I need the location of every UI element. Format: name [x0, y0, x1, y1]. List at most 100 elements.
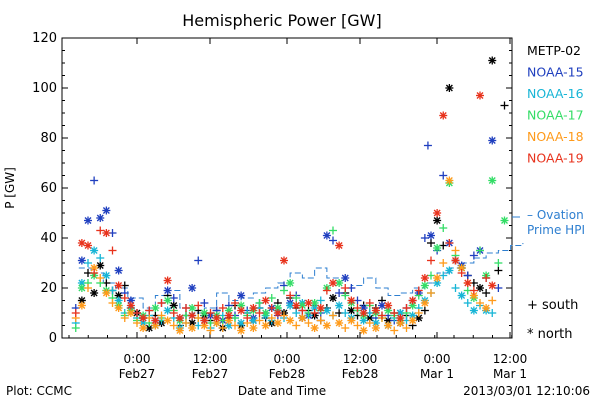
data-point — [390, 326, 399, 335]
x-tick-label-time: 0:00 — [274, 352, 301, 366]
data-point — [341, 291, 350, 300]
plot-frame — [61, 37, 513, 339]
data-point — [96, 261, 105, 270]
data-point — [488, 281, 497, 290]
data-point — [365, 319, 374, 327]
data-point — [139, 324, 148, 332]
data-point — [126, 301, 135, 310]
data-point — [433, 209, 442, 217]
data-point — [500, 101, 509, 110]
y-tick-label: 100 — [32, 81, 57, 96]
data-point — [408, 296, 417, 305]
marker-legend-south: + south — [527, 298, 578, 313]
data-point — [335, 289, 344, 297]
data-point — [194, 256, 203, 265]
data-point — [463, 299, 472, 307]
data-point — [292, 321, 301, 330]
data-point — [84, 216, 92, 225]
data-point — [237, 291, 246, 300]
data-point — [322, 231, 331, 240]
data-point — [335, 241, 344, 250]
data-point — [439, 171, 448, 180]
data-point — [280, 256, 288, 265]
data-point — [316, 296, 325, 305]
data-point — [90, 246, 99, 255]
data-point — [157, 299, 166, 307]
data-point — [482, 274, 491, 282]
x-tick-label-time: 12:00 — [343, 352, 378, 366]
series-metp-02 — [77, 56, 509, 332]
data-point — [200, 299, 209, 307]
data-point — [451, 246, 460, 255]
data-point — [427, 256, 435, 265]
data-point — [280, 286, 288, 295]
data-point — [175, 326, 184, 335]
data-point — [488, 296, 497, 305]
data-point — [114, 266, 123, 275]
data-point — [469, 306, 478, 315]
x-tick-label-time: 12:00 — [493, 352, 528, 366]
data-point — [255, 309, 264, 317]
data-point — [371, 306, 380, 315]
data-point — [292, 301, 301, 310]
data-point — [494, 284, 503, 292]
data-point — [335, 319, 344, 327]
data-point — [420, 281, 429, 290]
data-point — [494, 266, 503, 275]
data-point — [102, 271, 111, 280]
x-tick-label-time: 0:00 — [124, 352, 151, 366]
data-point — [292, 294, 301, 302]
data-point — [114, 304, 123, 312]
data-point — [194, 301, 203, 310]
x-tick-label-date: Mar 1 — [420, 367, 454, 381]
data-point — [329, 226, 337, 235]
data-point — [433, 216, 442, 225]
data-point — [463, 271, 472, 280]
data-point — [402, 324, 411, 332]
data-point — [365, 299, 374, 307]
ovation-legend-line2: Prime HPI — [527, 223, 585, 237]
data-point — [96, 254, 105, 262]
data-point — [231, 321, 239, 330]
data-point — [114, 281, 123, 290]
legend-noaa-15: NOAA-15 — [527, 65, 584, 80]
data-point — [273, 309, 282, 317]
y-tick-label: 120 — [32, 31, 57, 46]
data-point — [500, 216, 509, 225]
data-point — [182, 319, 190, 327]
data-point — [261, 321, 270, 330]
data-point — [273, 319, 282, 327]
data-point — [329, 279, 337, 287]
data-point — [335, 279, 344, 287]
data-point — [310, 324, 319, 332]
data-point — [163, 316, 172, 325]
data-point — [427, 271, 435, 280]
data-point — [243, 314, 252, 322]
data-point — [261, 296, 270, 305]
data-point — [77, 301, 86, 310]
data-point — [439, 271, 448, 280]
data-point — [96, 214, 105, 222]
data-point — [310, 309, 319, 317]
x-tick-label-date: Mar 1 — [493, 367, 527, 381]
data-point — [84, 284, 92, 292]
data-point — [120, 294, 129, 302]
data-point — [108, 246, 117, 255]
marker-legend: + south * north — [527, 298, 578, 342]
data-point — [292, 309, 301, 317]
data-point — [427, 231, 435, 240]
x-tick-label-date: Feb27 — [119, 367, 156, 381]
data-point — [206, 326, 215, 335]
data-point — [420, 234, 429, 242]
data-point — [469, 291, 478, 300]
x-tick-label-date: Feb28 — [342, 367, 379, 381]
y-tick-label: 80 — [40, 131, 57, 146]
data-point — [175, 314, 184, 322]
data-point — [304, 299, 313, 307]
data-point — [163, 296, 172, 305]
data-point — [469, 286, 478, 295]
data-point — [420, 306, 429, 315]
data-point — [298, 306, 307, 315]
data-point — [286, 291, 295, 300]
